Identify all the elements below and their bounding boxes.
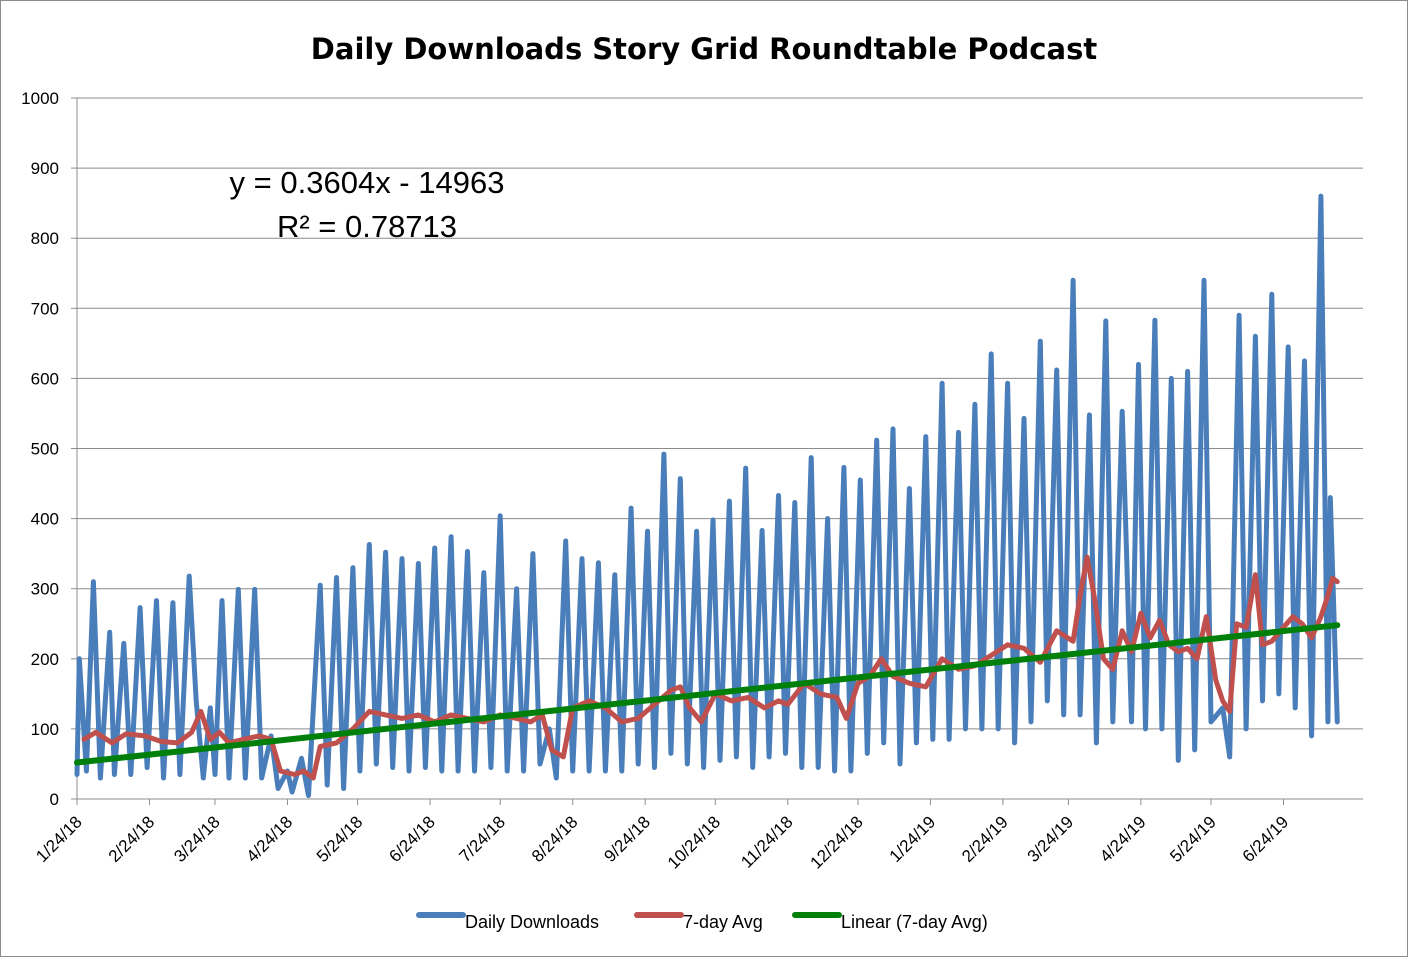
series-line-7-day-avg — [81, 554, 1340, 781]
y-tick-label: 1000 — [21, 89, 59, 108]
series-line-linear-7-day-avg — [74, 622, 1341, 766]
y-tick-label: 300 — [31, 580, 59, 599]
y-tick-label: 900 — [31, 159, 59, 178]
x-tick-label: 3/24/18 — [170, 812, 224, 866]
y-tick-label: 0 — [50, 790, 59, 809]
y-tick-label: 800 — [31, 229, 59, 248]
x-tick-label: 12/24/18 — [807, 812, 867, 872]
y-tick-label: 700 — [31, 299, 59, 318]
y-tick-label: 600 — [31, 369, 59, 388]
x-tick-label: 6/24/19 — [1239, 812, 1293, 866]
y-tick-label: 200 — [31, 650, 59, 669]
x-tick-label: 2/24/18 — [105, 812, 159, 866]
y-tick-label: 100 — [31, 720, 59, 739]
legend-label-7-day-avg: 7-day Avg — [683, 912, 763, 932]
trendline-equation: y = 0.3604x - 14963 — [230, 165, 505, 200]
x-tick-label: 1/24/19 — [886, 812, 940, 866]
y-tick-label: 500 — [31, 440, 59, 459]
x-axis-ticks: 1/24/18 2/24/18 3/24/18 4/24/18 5/24/18 6/24/… — [32, 799, 1292, 873]
x-tick-label: 3/24/19 — [1024, 812, 1078, 866]
x-tick-label: 7/24/18 — [455, 812, 509, 866]
x-tick-label: 5/24/18 — [313, 812, 367, 866]
x-tick-label: 1/24/18 — [32, 812, 86, 866]
y-tick-label: 400 — [31, 510, 59, 529]
x-tick-label: 5/24/19 — [1166, 812, 1220, 866]
series-lines — [74, 193, 1341, 798]
legend-label-daily-downloads: Daily Downloads — [465, 912, 599, 932]
y-axis-ticks: 0 100 200 300 400 500 600 700 800 900 1000 — [21, 89, 59, 809]
x-tick-label: 10/24/18 — [664, 812, 724, 872]
legend-label-linear-7-day-avg: Linear (7-day Avg) — [841, 912, 988, 932]
legend: Daily Downloads 7-day Avg Linear (7-day Av… — [416, 912, 988, 932]
x-tick-label: 11/24/18 — [737, 812, 796, 871]
x-tick-label: 4/24/18 — [243, 812, 297, 866]
chart-title: Daily Downloads Story Grid Roundtable Po… — [311, 32, 1098, 66]
x-tick-label: 4/24/19 — [1096, 812, 1150, 866]
x-tick-label: 9/24/18 — [600, 812, 654, 866]
x-tick-label: 8/24/18 — [528, 812, 582, 866]
x-tick-label: 2/24/19 — [958, 812, 1012, 866]
x-tick-label: 6/24/18 — [385, 812, 439, 866]
trendline-r-squared: R² = 0.78713 — [277, 209, 457, 244]
